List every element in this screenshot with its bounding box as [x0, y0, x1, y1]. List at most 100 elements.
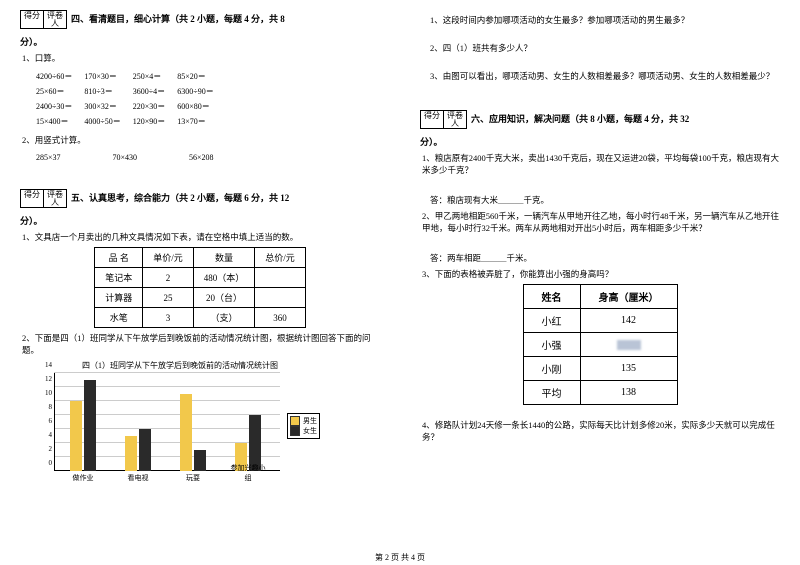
calc-cell: 6300÷90＝ — [177, 85, 223, 98]
table-cell — [580, 333, 677, 357]
chart-y-axis — [54, 373, 55, 471]
chart-ytick: 0 — [40, 459, 52, 467]
chart-bar — [194, 450, 206, 471]
calc-cell: 120×90＝ — [133, 115, 176, 128]
table-cell: 2 — [143, 268, 194, 288]
section5-title: 五、认真思考，综合能力（共 2 小题，每题 6 分，共 12 — [71, 193, 289, 203]
legend-swatch — [290, 416, 300, 426]
table-cell: 142 — [580, 309, 677, 333]
score-label: 得分 — [421, 111, 444, 128]
legend-label: 女生 — [303, 426, 317, 436]
section6-title2: 分）。 — [420, 135, 780, 148]
chart-q1: 1、这段时间内参加哪项活动的女生最多？参加哪项活动的男生最多？ — [430, 14, 780, 26]
s4-q1: 1、口算。 — [22, 52, 380, 64]
calc-cell: 600×80＝ — [177, 100, 223, 113]
s6-q3: 3、下面的表格被弄脏了，你能算出小强的身高吗？ — [422, 268, 780, 280]
table-cell: 水笔 — [95, 308, 143, 328]
calc-cell: 170×30＝ — [84, 70, 130, 83]
table-header: 品 名 — [95, 248, 143, 268]
calc-cell: 25×60＝ — [36, 85, 82, 98]
table-cell — [255, 288, 306, 308]
oral-calc-grid: 4200÷60＝170×30＝250×4＝85×20＝25×60＝810÷3＝3… — [34, 68, 226, 130]
calc-cell: 285×37 — [36, 152, 111, 163]
table-header: 单价/元 — [143, 248, 194, 268]
chart-bar — [139, 429, 151, 471]
calc-cell: 300×32＝ — [84, 100, 130, 113]
grader-label: 评卷人 — [444, 111, 466, 128]
s4-q2: 2、用竖式计算。 — [22, 134, 380, 146]
chart-gridline — [54, 372, 280, 373]
calc-cell: 220×30＝ — [133, 100, 176, 113]
table-cell: 360 — [255, 308, 306, 328]
section6-title: 六、应用知识，解决问题（共 8 小题，每题 4 分，共 32 — [471, 114, 689, 124]
table-cell: 计算器 — [95, 288, 143, 308]
table-cell: 笔记本 — [95, 268, 143, 288]
page-footer: 第 2 页 共 4 页 — [0, 552, 800, 563]
score-box: 得分 评卷人 — [20, 10, 67, 29]
chart-xlabel: 做作业 — [63, 473, 103, 483]
legend-swatch — [290, 426, 300, 436]
table-cell: 平均 — [523, 381, 580, 405]
chart-title: 四（1）班同学从下午放学后到晚饭前的活动情况统计图 — [40, 360, 320, 371]
table-cell: 138 — [580, 381, 677, 405]
section5-title2: 分）。 — [20, 214, 380, 227]
calc-cell: 13×70＝ — [177, 115, 223, 128]
table-cell: 小强 — [523, 333, 580, 357]
chart-bar — [125, 436, 137, 471]
table-header: 数量 — [193, 248, 255, 268]
chart-legend: 男生女生 — [287, 413, 320, 439]
table-cell: 25 — [143, 288, 194, 308]
s6-a1: 答：粮店现有大米＿＿＿千克。 — [430, 194, 780, 206]
height-table: 姓名身高（厘米）小红142小强小刚135平均138 — [523, 284, 678, 405]
table-cell: （支） — [193, 308, 255, 328]
chart-ytick: 14 — [40, 361, 52, 369]
grader-label: 评卷人 — [44, 11, 66, 28]
s6-q4: 4、修路队计划24天修一条长1440的公路，实际每天比计划多修20米，实际多少天… — [422, 419, 780, 443]
chart-bar — [84, 380, 96, 471]
s6-q2: 2、甲乙两地相距560千米，一辆汽车从甲地开往乙地，每小时行48千米，另一辆汽车… — [422, 210, 780, 234]
calc-cell: 250×4＝ — [133, 70, 176, 83]
chart-bar — [180, 394, 192, 471]
calc-cell: 70×430 — [113, 152, 188, 163]
chart-ytick: 4 — [40, 431, 52, 439]
table-header: 姓名 — [523, 285, 580, 309]
chart-xlabel: 玩耍 — [173, 473, 213, 483]
calc-cell: 4000÷50＝ — [84, 115, 130, 128]
table-cell: 小红 — [523, 309, 580, 333]
chart-ytick: 10 — [40, 389, 52, 397]
calc-cell: 85×20＝ — [177, 70, 223, 83]
chart-ytick: 8 — [40, 403, 52, 411]
table-cell: 135 — [580, 357, 677, 381]
chart-xlabel: 参加兴趣小组 — [228, 463, 268, 483]
table-cell: 小刚 — [523, 357, 580, 381]
smudge-icon — [617, 340, 641, 350]
section4-title: 四、看清题目，细心计算（共 2 小题，每题 4 分，共 8 — [71, 14, 285, 24]
chart-q2: 2、四（1）班共有多少人？ — [430, 42, 780, 54]
calc-cell: 56×208 — [189, 152, 264, 163]
calc-cell: 4200÷60＝ — [36, 70, 82, 83]
chart-q3: 3、由图可以看出，哪项活动男、女生的人数相差最多？哪项活动男、女生的人数相差最少… — [430, 70, 780, 82]
calc-cell: 2400÷30＝ — [36, 100, 82, 113]
score-label: 得分 — [21, 11, 44, 28]
chart-xlabel: 看电视 — [118, 473, 158, 483]
stationery-table: 品 名单价/元数量总价/元笔记本2480（本）计算器2520（台）水笔3（支）3… — [94, 247, 306, 328]
score-box: 得分 评卷人 — [420, 110, 467, 129]
table-cell: 3 — [143, 308, 194, 328]
table-header: 身高（厘米） — [580, 285, 677, 309]
table-cell: 480（本） — [193, 268, 255, 288]
score-box: 得分 评卷人 — [20, 189, 67, 208]
chart-ytick: 2 — [40, 445, 52, 453]
legend-label: 男生 — [303, 416, 317, 426]
table-cell: 20（台） — [193, 288, 255, 308]
s6-q1: 1、粮店原有2400千克大米，卖出1430千克后，现在又运进20袋，平均每袋10… — [422, 152, 780, 176]
chart-bar — [70, 401, 82, 471]
vertical-calc-row: 285×3770×43056×208 — [34, 150, 266, 165]
calc-cell: 3600÷4＝ — [133, 85, 176, 98]
activity-chart: 四（1）班同学从下午放学后到晚饭前的活动情况统计图 02468101214做作业… — [40, 360, 320, 483]
grader-label: 评卷人 — [44, 190, 66, 207]
s6-a2: 答：两车相距＿＿＿千米。 — [430, 252, 780, 264]
s5-q2: 2、下面是四（1）班同学从下午放学后到晚饭前的活动情况统计图，根据统计图回答下面… — [22, 332, 380, 356]
calc-cell: 810÷3＝ — [84, 85, 130, 98]
score-label: 得分 — [21, 190, 44, 207]
chart-ytick: 6 — [40, 417, 52, 425]
